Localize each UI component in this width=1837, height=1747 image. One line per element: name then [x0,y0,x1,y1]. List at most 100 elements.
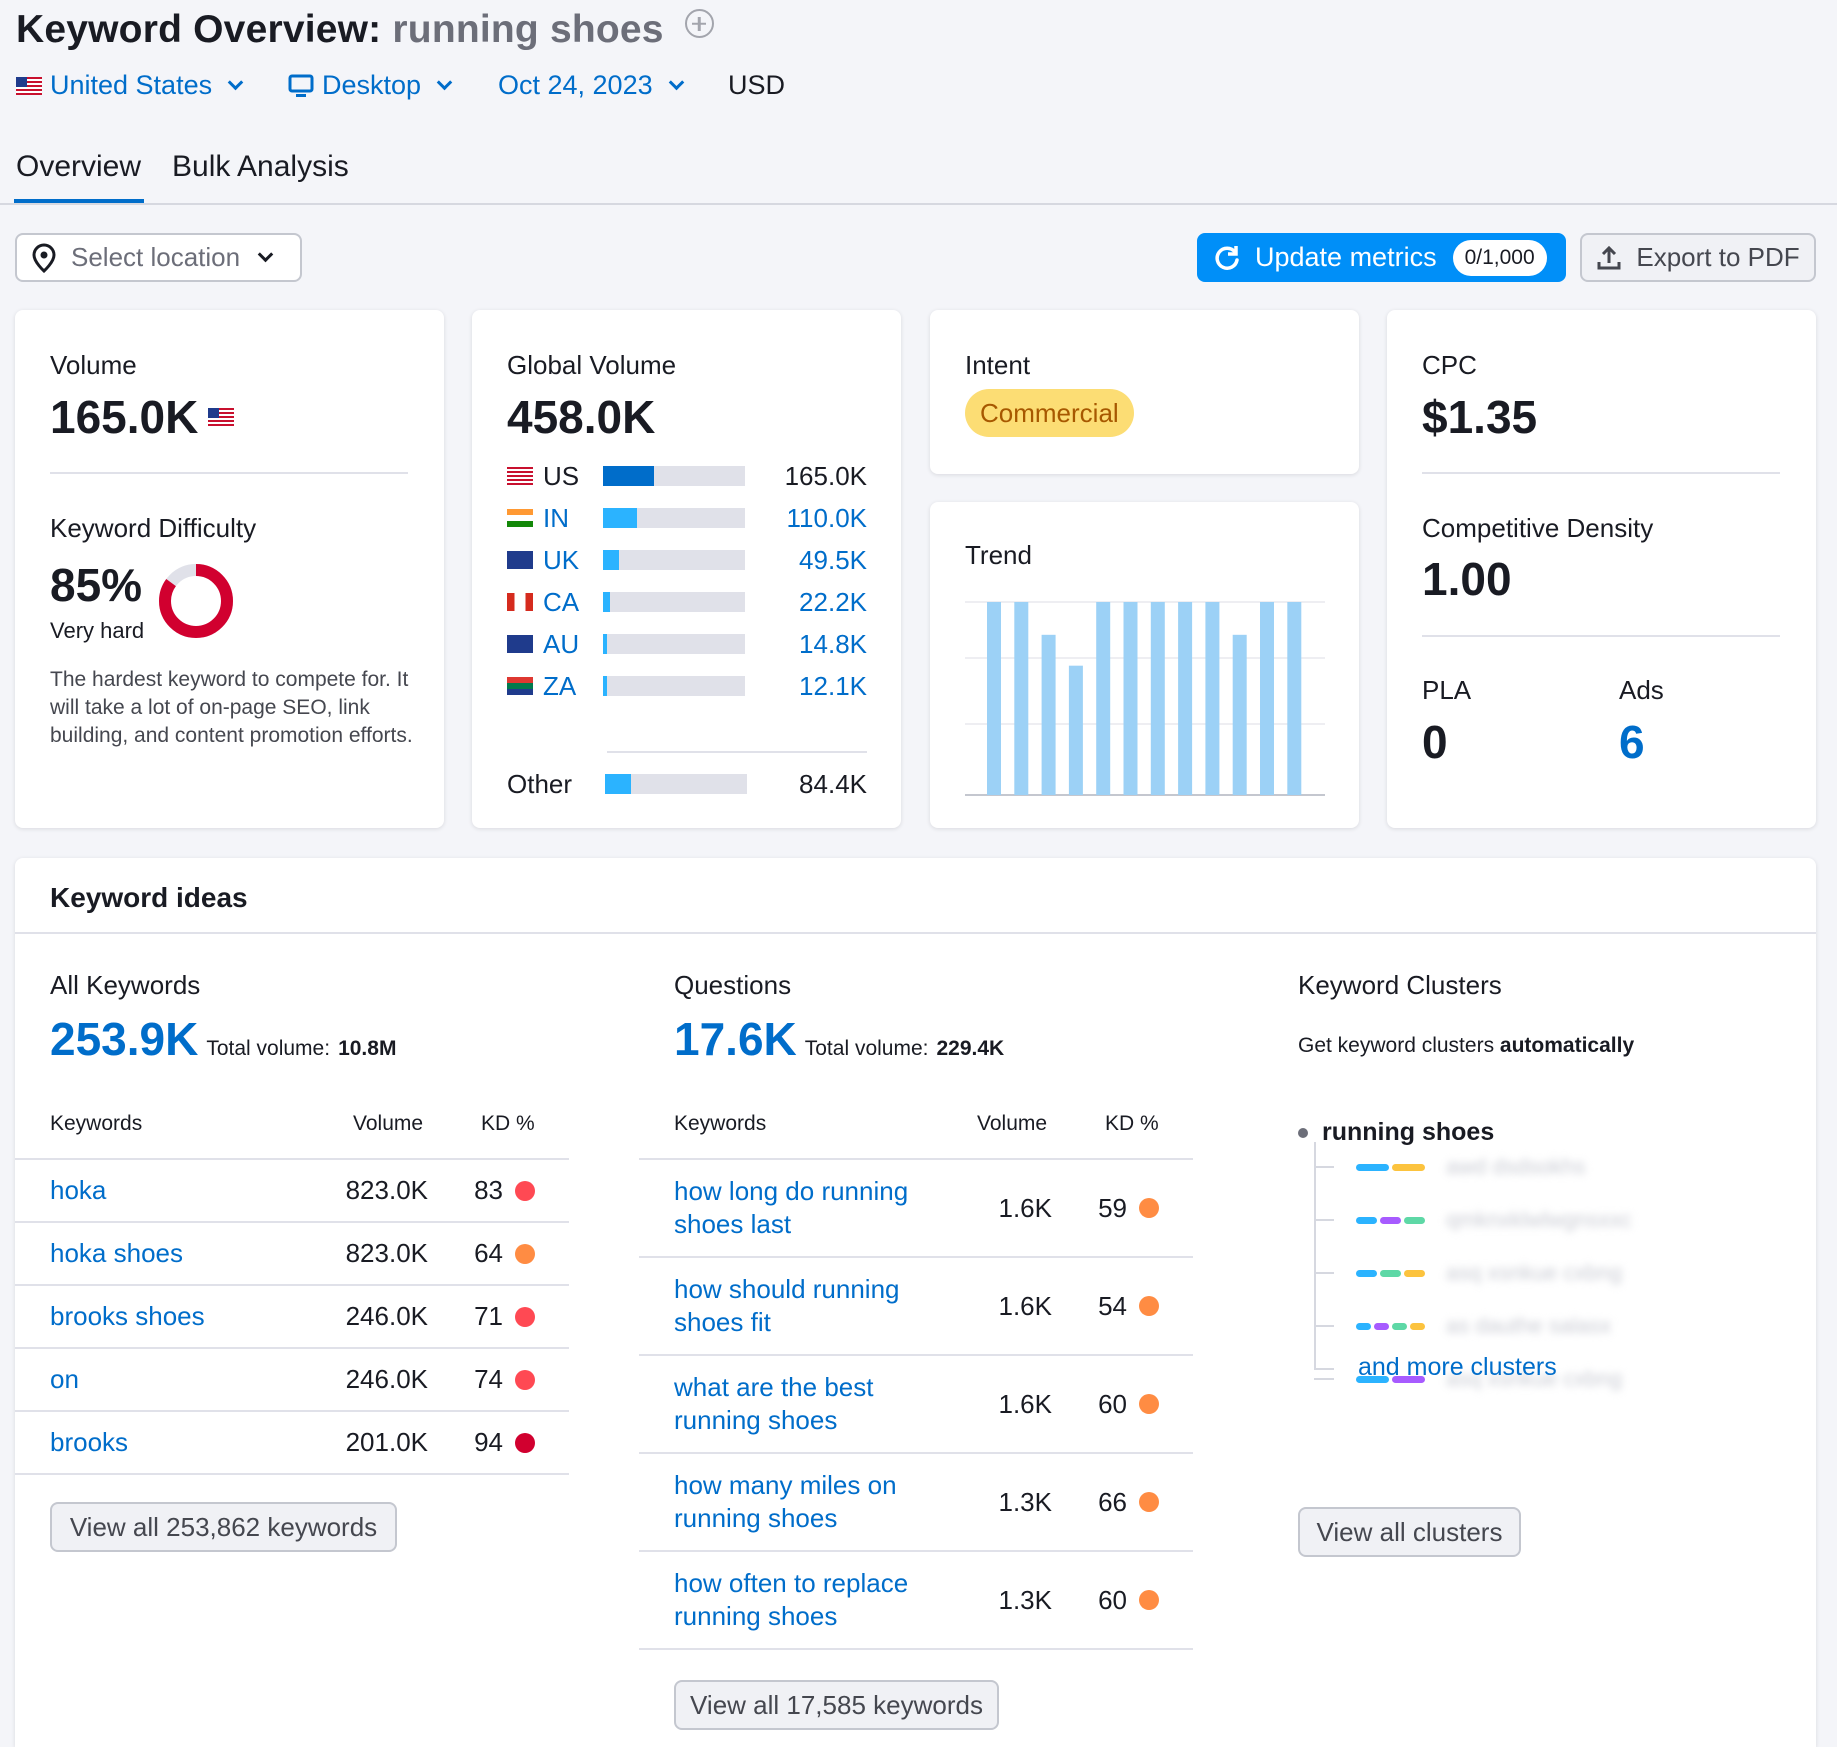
country-bar-fill [603,634,608,654]
table-row: what are the best running shoes 1.6K 60 [639,1356,1193,1454]
view-all-clusters-button[interactable]: View all clusters [1298,1507,1521,1557]
global-volume-row[interactable]: ZA 12.1K [507,666,867,706]
keyword-link[interactable]: brooks shoes [50,1301,205,1331]
country-volume: 49.5K [799,544,867,575]
cluster-item[interactable]: asq xsnkue cxbng [1314,1364,1622,1394]
global-volume-row[interactable]: CA 22.2K [507,582,867,622]
trend-bar [1260,602,1274,795]
question-link[interactable]: how should running shoes fit [674,1273,900,1339]
export-label: Export to PDF [1636,242,1800,272]
global-volume-row[interactable]: UK 49.5K [507,540,867,580]
more-clusters-link[interactable]: and more clusters [1358,1353,1557,1381]
total-volume-label: Total volume: [206,1037,331,1060]
kd-arc [159,564,233,638]
total-volume-label: Total volume: [804,1037,929,1060]
question-line-1: how many miles on [674,1470,897,1500]
intent-card: Intent Commercial [930,310,1359,474]
cluster-item[interactable]: as dauthe salasx [1314,1311,1611,1341]
question-kd: 54 [1098,1291,1159,1322]
keyword-link[interactable]: hoka shoes [50,1238,183,1268]
question-link[interactable]: how long do running shoes last [674,1175,908,1241]
question-link[interactable]: how often to replace running shoes [674,1567,908,1633]
country-bar [603,634,745,654]
view-all-keywords-button[interactable]: View all 253,862 keywords [50,1502,397,1552]
cluster-chip [1356,1322,1371,1330]
keyword-kd: 64 [474,1238,535,1269]
trend-bar [987,602,1001,795]
all-keywords-label: All Keywords [50,970,201,1000]
country-select[interactable]: United States [16,70,244,101]
tab-overview[interactable]: Overview [16,150,142,183]
currency-label: USD [728,70,786,100]
add-plus-icon[interactable] [684,9,714,38]
question-link[interactable]: what are the best running shoes [674,1371,873,1437]
kd-dot [1139,1590,1159,1610]
tree-branch [1314,1166,1334,1168]
keyword-ideas-title: Keyword ideas [50,882,248,913]
location-select[interactable]: Select location [15,233,302,282]
tree-branch [1314,1368,1334,1370]
table-row: how often to replace running shoes 1.3K 60 [639,1552,1193,1650]
table-row: hoka shoes 823.0K 64 [15,1223,569,1286]
country-bar [603,550,745,570]
cluster-item[interactable]: asq xsnkue cxbng [1314,1258,1622,1288]
cluster-chip [1380,1216,1401,1224]
device-label: Desktop [322,70,422,100]
country-code: IN [543,502,569,533]
question-volume: 1.3K [998,1486,1053,1517]
question-link[interactable]: how many miles on running shoes [674,1469,897,1535]
country-code: AU [543,628,580,659]
question-volume: 1.6K [998,1192,1053,1223]
divider [50,472,408,474]
view-all-questions-button[interactable]: View all 17,585 keywords [674,1680,999,1730]
kd-value: 74 [474,1364,503,1394]
ads-value-link[interactable]: 6 [1619,716,1645,768]
cluster-name: qmknxklwlwgnsxxc [1446,1207,1632,1232]
country-code: US [543,460,580,491]
tab-active-indicator [14,199,144,204]
device-select[interactable]: Desktop [288,70,453,101]
questions-count-link[interactable]: 17.6K [674,1013,797,1065]
global-volume-row[interactable]: IN 110.0K [507,498,867,538]
location-placeholder: Select location [71,242,241,272]
other-value: 84.4K [799,768,867,799]
us-flag-icon [16,76,42,95]
col-header-kd: KD % [1105,1112,1159,1135]
question-line-2: running shoes [674,1601,838,1631]
kd-value: 94 [474,1427,503,1457]
cluster-chip [1356,1216,1377,1224]
table-row: brooks shoes 246.0K 71 [15,1286,569,1349]
question-line-1: how should running [674,1274,900,1304]
cluster-item[interactable]: awd dsdsokhs [1314,1152,1585,1182]
chevron-down-icon [257,246,274,263]
question-line-2: shoes last [674,1209,792,1239]
cluster-name: asq xsnkue cxbng [1446,1260,1623,1285]
country-volume: 22.2K [799,586,867,617]
divider [1422,635,1780,637]
keyword-link[interactable]: brooks [50,1427,129,1457]
global-volume-row[interactable]: AU 14.8K [507,624,867,664]
country-volume: 110.0K [786,502,867,533]
cluster-chip [1374,1322,1389,1330]
keyword-kd: 94 [474,1427,535,1458]
col-header-volume: Volume [977,1112,1048,1135]
date-select[interactable]: Oct 24, 2023 [498,70,684,101]
keyword-link[interactable]: hoka [50,1175,107,1205]
trend-bar [1150,602,1165,795]
ca-flag-icon [507,593,533,611]
pla-value: 0 [1422,716,1448,768]
col-header-keywords: Keywords [50,1112,143,1135]
global-volume-row[interactable]: US 165.0K [507,456,867,496]
kd-dot [515,1369,535,1390]
cluster-item[interactable]: qmknxklwlwgnsxxc [1314,1205,1632,1235]
tab-bulk-analysis[interactable]: Bulk Analysis [172,150,349,183]
cpc-card: CPC $1.35 Competitive Density 1.00 PLA 0… [1387,310,1816,828]
cluster-chip [1392,1163,1425,1171]
keyword-link[interactable]: on [50,1364,79,1394]
trend-bar [1205,602,1220,795]
all-keywords-count-link[interactable]: 253.9K [50,1013,199,1065]
density-value: 1.00 [1422,553,1512,605]
export-pdf-button[interactable]: Export to PDF [1580,233,1816,282]
update-metrics-button[interactable]: Update metrics 0/1,000 [1197,233,1566,282]
volume-value-wrap: 165.0K [50,390,235,444]
